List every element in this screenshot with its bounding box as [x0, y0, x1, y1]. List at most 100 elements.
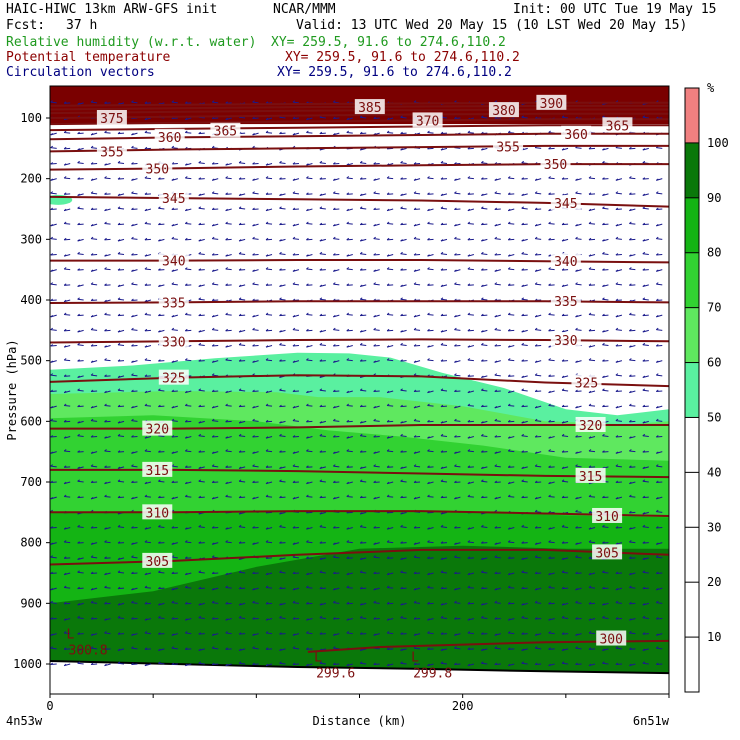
wind-vector-head — [117, 495, 121, 499]
wind-vector-head — [440, 342, 444, 346]
wind-vector — [131, 374, 138, 377]
wind-vector-head — [104, 390, 107, 394]
wind-vector — [656, 436, 663, 438]
wind-vector — [588, 632, 596, 635]
wind-vector-head — [211, 646, 215, 649]
wind-vector-head — [333, 600, 336, 604]
wind-vector-head — [454, 191, 457, 194]
wind-vector-head — [144, 254, 148, 257]
wind-vector-head — [306, 556, 309, 559]
wind-vector — [508, 284, 515, 286]
wind-vector — [91, 329, 98, 331]
wind-vector-head — [507, 419, 511, 423]
wind-vector-head — [158, 239, 161, 242]
wind-vector — [454, 163, 461, 165]
wind-vector-head — [184, 631, 188, 634]
wind-vector — [185, 268, 192, 271]
wind-vector — [265, 632, 273, 635]
wind-vector-head — [507, 618, 511, 621]
wind-vector-head — [413, 542, 417, 545]
wind-vector — [360, 223, 367, 226]
wind-vector — [91, 254, 98, 256]
wind-vector-head — [225, 436, 228, 439]
wind-vector-head — [158, 586, 161, 590]
wind-vector-head — [90, 132, 94, 136]
wind-vector — [467, 466, 474, 468]
wind-vector-head — [238, 177, 242, 180]
wind-vector-head — [198, 661, 202, 664]
wind-vector — [588, 284, 596, 286]
wind-vector-head — [50, 360, 54, 363]
wind-vector — [588, 193, 596, 195]
wind-vector-head — [373, 571, 376, 574]
wind-vector — [360, 496, 367, 499]
wind-vector-head — [615, 418, 619, 422]
wind-vector — [144, 147, 151, 150]
wind-vector-head — [171, 496, 175, 500]
wind-vector — [77, 526, 84, 528]
wind-vector-head — [467, 481, 471, 485]
wind-vector — [467, 238, 474, 241]
wind-vector — [615, 618, 622, 620]
wind-vector-head — [77, 466, 80, 469]
wind-vector-head — [467, 283, 471, 286]
wind-vector-head — [561, 541, 565, 544]
wind-vector — [198, 435, 205, 437]
wind-vector-head — [467, 130, 471, 133]
colorbar-label: 80 — [707, 246, 721, 260]
wind-vector-head — [90, 389, 94, 392]
wind-vector-head — [292, 435, 296, 438]
wind-vector — [306, 632, 313, 635]
wind-vector — [319, 389, 326, 392]
wind-vector-head — [131, 162, 134, 165]
wind-vector-head — [467, 192, 471, 195]
wind-vector-head — [548, 527, 551, 530]
wind-vector — [494, 602, 501, 604]
wind-vector — [440, 571, 448, 574]
wind-vector-head — [346, 618, 350, 621]
wind-vector — [413, 329, 421, 331]
wind-vector — [117, 253, 125, 255]
wind-vector-head — [507, 449, 511, 452]
wind-vector — [373, 465, 380, 468]
wind-vector — [454, 572, 461, 574]
wind-vector — [400, 480, 407, 483]
wind-vector — [400, 207, 407, 210]
wind-vector — [306, 450, 313, 453]
wind-vector — [319, 662, 326, 665]
wind-vector-head — [63, 465, 67, 468]
wind-vector — [360, 178, 367, 180]
wind-vector-head — [63, 237, 67, 241]
wind-vector-head — [534, 526, 538, 529]
wind-vector — [588, 541, 596, 544]
wind-vector-head — [171, 314, 175, 318]
wind-vector-head — [359, 342, 363, 346]
wind-vector — [212, 329, 219, 331]
wind-vector-head — [386, 237, 390, 241]
wind-vector-head — [534, 617, 538, 620]
wind-vector-head — [279, 297, 282, 300]
wind-vector — [414, 390, 421, 392]
wind-vector-head — [440, 557, 444, 560]
wind-vector-head — [238, 466, 242, 469]
wind-vector — [292, 527, 299, 529]
wind-vector-head — [413, 435, 417, 438]
wind-vector-head — [238, 661, 242, 664]
wind-vector-head — [642, 388, 646, 391]
wind-vector-head — [63, 130, 67, 133]
wind-vector-head — [117, 632, 121, 635]
wind-vector — [131, 147, 138, 149]
theta-label: 365 — [606, 119, 629, 134]
wind-vector — [427, 359, 434, 362]
wind-vector-head — [319, 222, 323, 226]
wind-vector-head — [225, 585, 228, 588]
wind-vector — [615, 299, 622, 301]
wind-vector — [185, 586, 192, 589]
theta-label-bg — [596, 630, 627, 646]
wind-vector-head — [588, 237, 592, 241]
wind-vector — [252, 572, 259, 574]
wind-vector — [239, 542, 246, 544]
wind-vector — [279, 389, 286, 392]
wind-vector-head — [198, 404, 202, 408]
wind-vector — [454, 208, 461, 210]
